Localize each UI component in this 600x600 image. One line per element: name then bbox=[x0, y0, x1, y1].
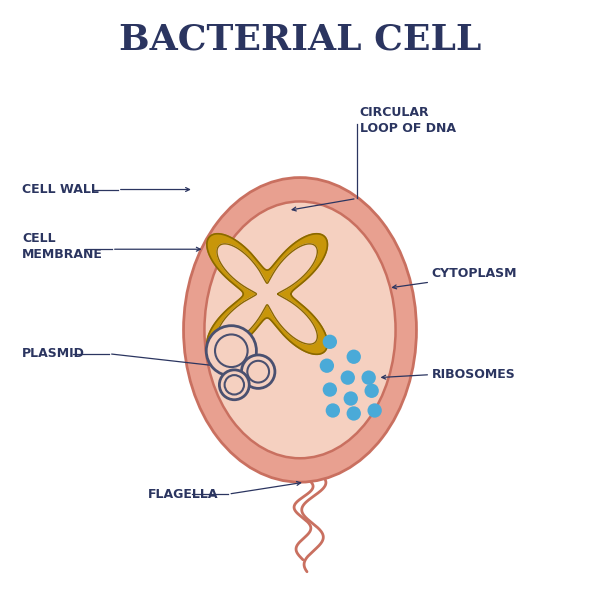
Circle shape bbox=[344, 391, 358, 406]
Circle shape bbox=[247, 361, 269, 383]
Circle shape bbox=[347, 350, 361, 364]
Text: PLASMID: PLASMID bbox=[22, 347, 85, 360]
Text: CELL
MEMBRANE: CELL MEMBRANE bbox=[22, 232, 103, 261]
Circle shape bbox=[326, 403, 340, 418]
Text: CELL WALL: CELL WALL bbox=[22, 183, 99, 196]
Circle shape bbox=[347, 406, 361, 421]
Text: FLAGELLA: FLAGELLA bbox=[148, 488, 218, 500]
Polygon shape bbox=[217, 244, 317, 344]
Circle shape bbox=[323, 382, 337, 397]
Circle shape bbox=[215, 334, 248, 367]
Circle shape bbox=[320, 359, 334, 373]
Circle shape bbox=[362, 370, 376, 385]
Circle shape bbox=[220, 370, 249, 400]
Circle shape bbox=[341, 370, 355, 385]
Ellipse shape bbox=[205, 202, 395, 458]
Circle shape bbox=[241, 355, 275, 388]
Circle shape bbox=[367, 403, 382, 418]
Circle shape bbox=[323, 335, 337, 349]
Circle shape bbox=[206, 326, 256, 376]
Polygon shape bbox=[207, 234, 328, 355]
Ellipse shape bbox=[184, 178, 416, 482]
Text: CIRCULAR
LOOP OF DNA: CIRCULAR LOOP OF DNA bbox=[360, 106, 456, 136]
Text: CYTOPLASM: CYTOPLASM bbox=[431, 266, 517, 280]
Text: BACTERIAL CELL: BACTERIAL CELL bbox=[119, 22, 481, 56]
Text: RIBOSOMES: RIBOSOMES bbox=[431, 368, 515, 381]
Circle shape bbox=[365, 383, 379, 398]
Circle shape bbox=[224, 375, 244, 395]
